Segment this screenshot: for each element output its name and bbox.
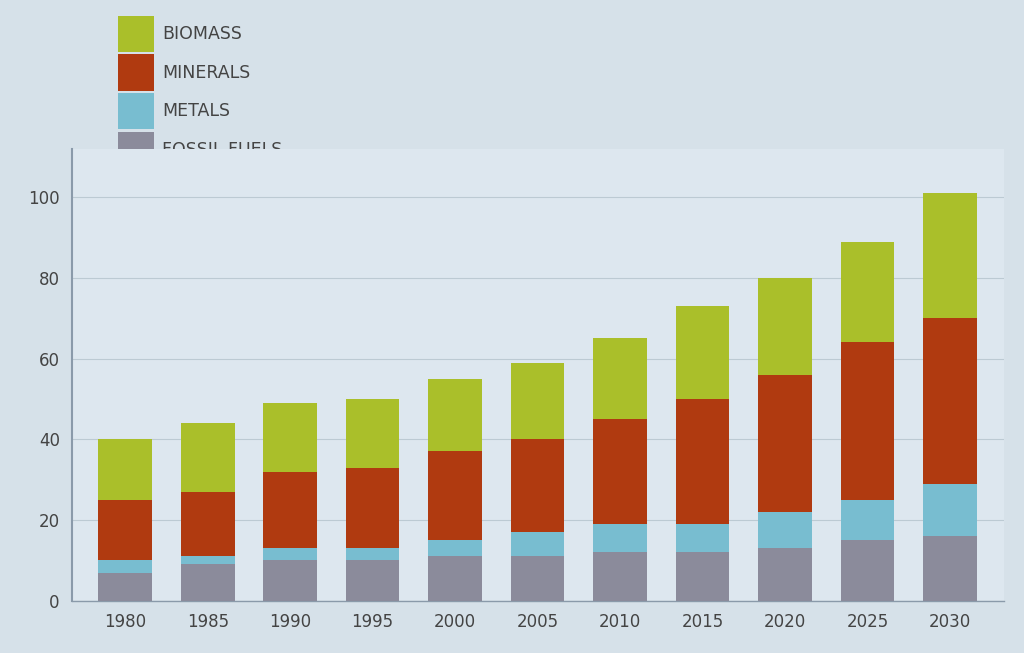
Bar (676, 524, 729, 552)
Bar (676, 306, 729, 399)
FancyBboxPatch shape (119, 16, 155, 52)
Bar (841, 500, 894, 540)
Text: METALS: METALS (162, 103, 229, 120)
Bar (593, 419, 647, 524)
Text: MINERALS: MINERALS (162, 63, 250, 82)
Bar (923, 193, 977, 318)
Bar (98, 560, 153, 573)
Bar (593, 524, 647, 552)
Bar (923, 318, 977, 484)
Bar (428, 451, 482, 540)
Bar (346, 549, 399, 560)
Bar (758, 375, 812, 512)
Bar (676, 552, 729, 601)
Bar (98, 500, 153, 560)
Bar (181, 492, 234, 556)
Bar (758, 278, 812, 375)
FancyBboxPatch shape (119, 132, 155, 168)
Bar (263, 560, 317, 601)
Bar (758, 512, 812, 549)
Bar (428, 556, 482, 601)
FancyBboxPatch shape (119, 93, 155, 129)
Bar (841, 540, 894, 601)
Bar (511, 556, 564, 601)
Bar (593, 338, 647, 419)
Bar (428, 540, 482, 556)
Bar (263, 403, 317, 471)
FancyBboxPatch shape (119, 54, 155, 91)
Bar (923, 484, 977, 536)
Bar (676, 399, 729, 524)
Bar (98, 573, 153, 601)
Bar (181, 556, 234, 564)
Bar (841, 242, 894, 342)
Bar (181, 423, 234, 492)
Bar (511, 439, 564, 532)
Text: BIOMASS: BIOMASS (162, 25, 242, 43)
Text: FOSSIL FUELS: FOSSIL FUELS (162, 141, 282, 159)
Bar (841, 342, 894, 500)
Bar (346, 468, 399, 549)
Bar (593, 552, 647, 601)
Bar (98, 439, 153, 500)
Bar (758, 549, 812, 601)
Bar (263, 549, 317, 560)
Bar (346, 399, 399, 468)
Bar (511, 362, 564, 439)
Bar (181, 564, 234, 601)
Bar (923, 536, 977, 601)
Bar (511, 532, 564, 556)
Bar (263, 471, 317, 549)
Bar (346, 560, 399, 601)
Bar (428, 379, 482, 451)
